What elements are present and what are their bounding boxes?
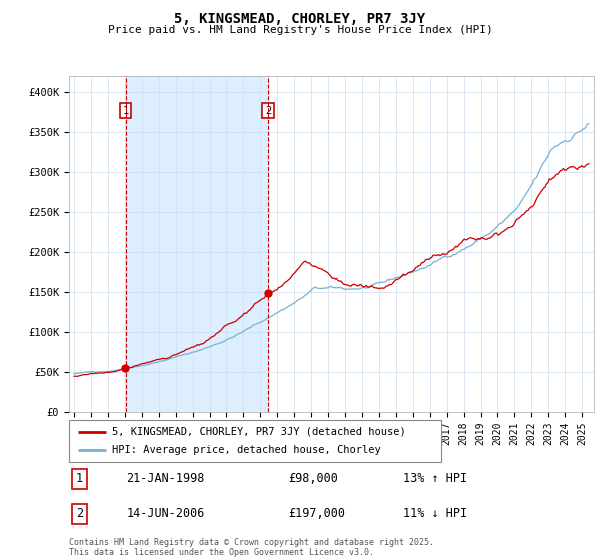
Text: Price paid vs. HM Land Registry's House Price Index (HPI): Price paid vs. HM Land Registry's House … <box>107 25 493 35</box>
Text: 5, KINGSMEAD, CHORLEY, PR7 3JY (detached house): 5, KINGSMEAD, CHORLEY, PR7 3JY (detached… <box>112 427 406 437</box>
Text: 11% ↓ HPI: 11% ↓ HPI <box>403 507 467 520</box>
FancyBboxPatch shape <box>69 420 441 462</box>
Text: £197,000: £197,000 <box>288 507 345 520</box>
Text: 21-JAN-1998: 21-JAN-1998 <box>127 472 205 486</box>
Text: 14-JUN-2006: 14-JUN-2006 <box>127 507 205 520</box>
Text: 13% ↑ HPI: 13% ↑ HPI <box>403 472 467 486</box>
Text: Contains HM Land Registry data © Crown copyright and database right 2025.
This d: Contains HM Land Registry data © Crown c… <box>69 538 434 557</box>
Text: 5, KINGSMEAD, CHORLEY, PR7 3JY: 5, KINGSMEAD, CHORLEY, PR7 3JY <box>175 12 425 26</box>
Text: HPI: Average price, detached house, Chorley: HPI: Average price, detached house, Chor… <box>112 445 380 455</box>
Text: 1: 1 <box>76 472 83 486</box>
Text: £98,000: £98,000 <box>288 472 338 486</box>
Text: 2: 2 <box>265 106 271 116</box>
Bar <box>126 76 268 412</box>
Text: 2: 2 <box>76 507 83 520</box>
Text: 1: 1 <box>122 106 129 116</box>
